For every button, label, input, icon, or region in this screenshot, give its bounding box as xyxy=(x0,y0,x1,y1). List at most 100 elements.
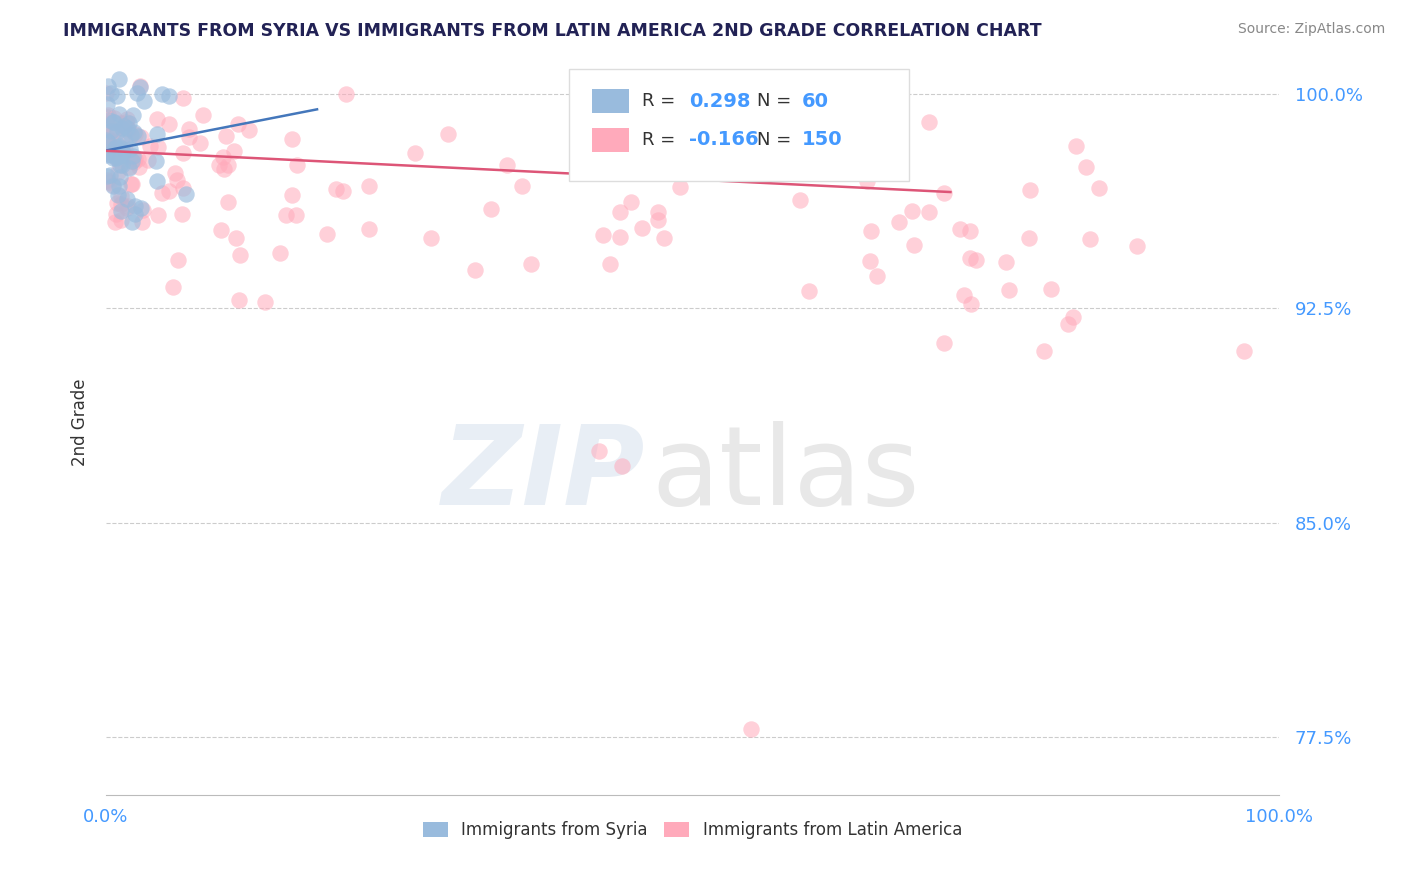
Point xyxy=(865,128,887,143)
Point xyxy=(117,161,139,176)
Point xyxy=(842,143,865,157)
Point xyxy=(238,122,260,136)
Point xyxy=(100,87,122,101)
Point xyxy=(100,124,122,138)
Point xyxy=(211,150,233,164)
Point xyxy=(101,179,124,194)
Point xyxy=(823,160,845,174)
Point xyxy=(179,130,201,145)
Point xyxy=(212,161,235,176)
Point xyxy=(124,127,146,141)
Point xyxy=(1057,317,1080,331)
Point xyxy=(647,205,669,219)
Point xyxy=(107,143,129,157)
Point xyxy=(96,111,118,125)
Point xyxy=(98,133,121,147)
Point xyxy=(889,215,911,229)
Point xyxy=(859,253,882,268)
Point xyxy=(166,252,188,267)
Point xyxy=(110,196,132,211)
Point xyxy=(782,117,804,131)
Text: Source: ZipAtlas.com: Source: ZipAtlas.com xyxy=(1237,22,1385,37)
Point xyxy=(799,284,821,298)
Point xyxy=(104,207,127,221)
Text: atlas: atlas xyxy=(651,421,920,528)
Point xyxy=(269,246,291,260)
Point xyxy=(437,128,460,142)
Point xyxy=(1126,238,1149,252)
Point xyxy=(280,188,302,202)
Point xyxy=(599,257,621,271)
Point xyxy=(115,112,138,127)
Point xyxy=(103,112,125,126)
Point xyxy=(112,128,135,142)
Point xyxy=(115,201,138,215)
Point xyxy=(124,152,146,166)
Point xyxy=(900,204,922,219)
Point xyxy=(110,145,132,159)
Point xyxy=(103,145,125,159)
Point xyxy=(117,199,139,213)
Point xyxy=(108,107,131,121)
Point xyxy=(162,280,184,294)
Point xyxy=(215,129,238,144)
Point xyxy=(100,139,122,153)
Point xyxy=(998,284,1021,298)
Point xyxy=(636,72,658,87)
Point xyxy=(165,166,187,180)
Point xyxy=(495,158,517,172)
Point xyxy=(284,208,307,222)
Point xyxy=(134,94,156,108)
Point xyxy=(315,227,337,241)
Point xyxy=(110,213,132,227)
Point xyxy=(96,86,118,100)
Point xyxy=(120,128,142,142)
Point xyxy=(934,186,956,200)
Point xyxy=(856,174,879,188)
Text: ZIP: ZIP xyxy=(441,421,645,528)
Point xyxy=(520,257,543,271)
Point xyxy=(108,158,131,172)
Point xyxy=(949,222,972,236)
FancyBboxPatch shape xyxy=(569,70,910,181)
Point xyxy=(117,160,139,174)
Point xyxy=(121,178,143,192)
Point xyxy=(669,180,692,194)
Point xyxy=(479,202,502,216)
Point xyxy=(627,72,650,87)
Point xyxy=(859,224,882,238)
Point xyxy=(217,158,239,172)
Point xyxy=(122,149,145,163)
Point xyxy=(107,125,129,139)
Point xyxy=(110,203,132,218)
Point xyxy=(620,194,643,209)
Point xyxy=(115,121,138,136)
Text: N =: N = xyxy=(756,92,797,111)
Point xyxy=(129,78,152,93)
Point xyxy=(96,117,118,131)
Point xyxy=(217,195,239,210)
Point xyxy=(959,224,981,238)
Point xyxy=(110,141,132,155)
Point xyxy=(228,293,250,307)
Point xyxy=(276,208,298,222)
Point xyxy=(132,202,155,217)
Point xyxy=(332,184,354,198)
Point xyxy=(588,444,610,458)
Point xyxy=(115,193,138,207)
Point xyxy=(733,134,755,148)
Point xyxy=(120,178,142,192)
Point xyxy=(609,229,631,244)
Point xyxy=(610,458,633,473)
Point xyxy=(918,205,941,219)
Point xyxy=(121,108,143,122)
Legend: Immigrants from Syria, Immigrants from Latin America: Immigrants from Syria, Immigrants from L… xyxy=(416,814,969,846)
Point xyxy=(124,199,146,213)
Point xyxy=(172,91,194,105)
Point xyxy=(208,158,231,172)
Point xyxy=(191,108,214,122)
Text: 150: 150 xyxy=(801,130,842,150)
Point xyxy=(225,231,247,245)
Point xyxy=(129,79,152,94)
Point xyxy=(128,161,150,175)
